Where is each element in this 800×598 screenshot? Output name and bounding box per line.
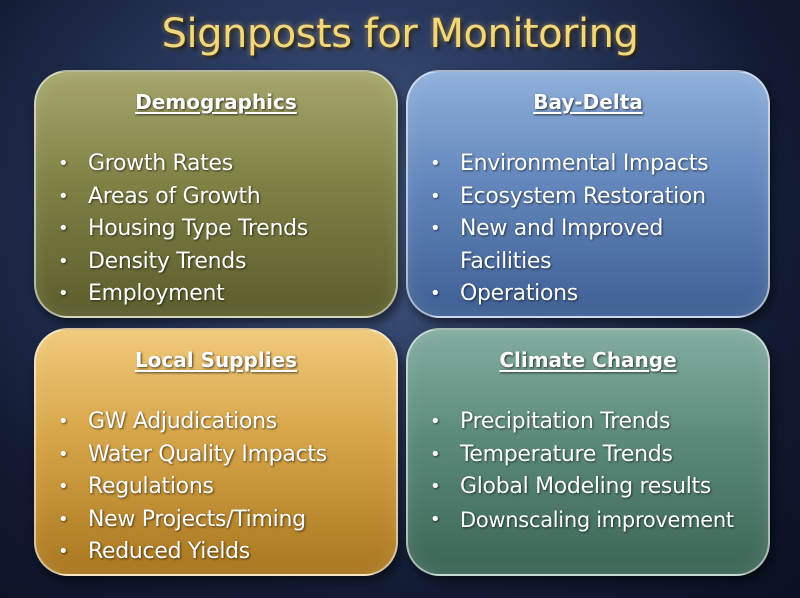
bullet-icon: • <box>58 508 69 530</box>
card-local-supplies: Local Supplies • GW Adjudications • Water … <box>34 328 398 576</box>
card-demographics: Demographics • Growth Rates • Areas of Gro… <box>34 70 398 318</box>
list-item: • Density Trends <box>58 246 374 279</box>
list-item: • GW Adjudications <box>58 406 374 439</box>
bullet-icon: • <box>58 541 69 562</box>
list-item: • Growth Rates <box>58 148 374 181</box>
card-bay-delta: Bay-Delta • Environmental Impacts • Ecosys… <box>406 70 770 318</box>
bullet-icon: • <box>58 283 69 304</box>
bullet-icon: • <box>430 508 441 530</box>
bullet-list-climate-change: • Precipitation Trends • Temperature Trend… <box>430 406 746 536</box>
bullet-icon: • <box>58 411 69 432</box>
bullet-icon: • <box>58 476 69 497</box>
list-item: • Operations <box>430 278 746 311</box>
card-heading-bay-delta: Bay-Delta <box>533 90 643 114</box>
slide-title: Signposts for Monitoring <box>161 11 639 57</box>
list-item: • New Projects/Timing <box>58 504 374 537</box>
list-item: • Precipitation Trends <box>430 406 746 439</box>
bullet-icon: • <box>430 153 441 174</box>
list-item: • Employment <box>58 278 374 311</box>
bullet-list-local-supplies: • GW Adjudications • Water Quality Impacts… <box>58 406 374 569</box>
card-heading-local-supplies: Local Supplies <box>134 348 298 372</box>
bullet-icon: • <box>430 185 441 207</box>
list-item: • Ecosystem Restoration <box>430 181 746 214</box>
card-climate-change: Climate Change • Precipitation Trends • Te… <box>406 328 770 576</box>
list-item: • Reduced Yields <box>58 536 374 569</box>
bullet-icon: • <box>58 443 69 465</box>
bullet-list-bay-delta: • Environmental Impacts • Ecosystem Restor… <box>430 148 746 311</box>
list-item: • Global Modeling results <box>430 471 746 504</box>
bullet-icon: • <box>430 411 441 432</box>
bullet-list-demographics: • Growth Rates • Areas of Growth • Housing … <box>58 148 374 311</box>
bullet-icon: • <box>430 443 441 465</box>
bullet-icon: • <box>58 185 69 207</box>
card-heading-demographics: Demographics <box>135 90 297 114</box>
bullet-icon: • <box>58 153 69 174</box>
card-heading-climate-change: Climate Change <box>499 348 677 372</box>
bullet-icon: • <box>430 218 441 239</box>
bullet-icon: • <box>430 283 441 304</box>
bullet-icon: • <box>58 218 69 239</box>
list-item: • Temperature Trends <box>430 439 746 472</box>
bullet-icon: • <box>430 476 441 497</box>
list-item: • Areas of Growth <box>58 181 374 214</box>
list-item: • Environmental Impacts <box>430 148 746 181</box>
bullet-icon: • <box>58 250 69 272</box>
list-item: • Regulations <box>58 471 374 504</box>
list-item: • Downscaling improvement <box>430 504 746 537</box>
list-item: • Housing Type Trends <box>58 213 374 246</box>
list-item: • New and Improved Facilities <box>430 213 746 278</box>
list-item: • Water Quality Impacts <box>58 439 374 472</box>
